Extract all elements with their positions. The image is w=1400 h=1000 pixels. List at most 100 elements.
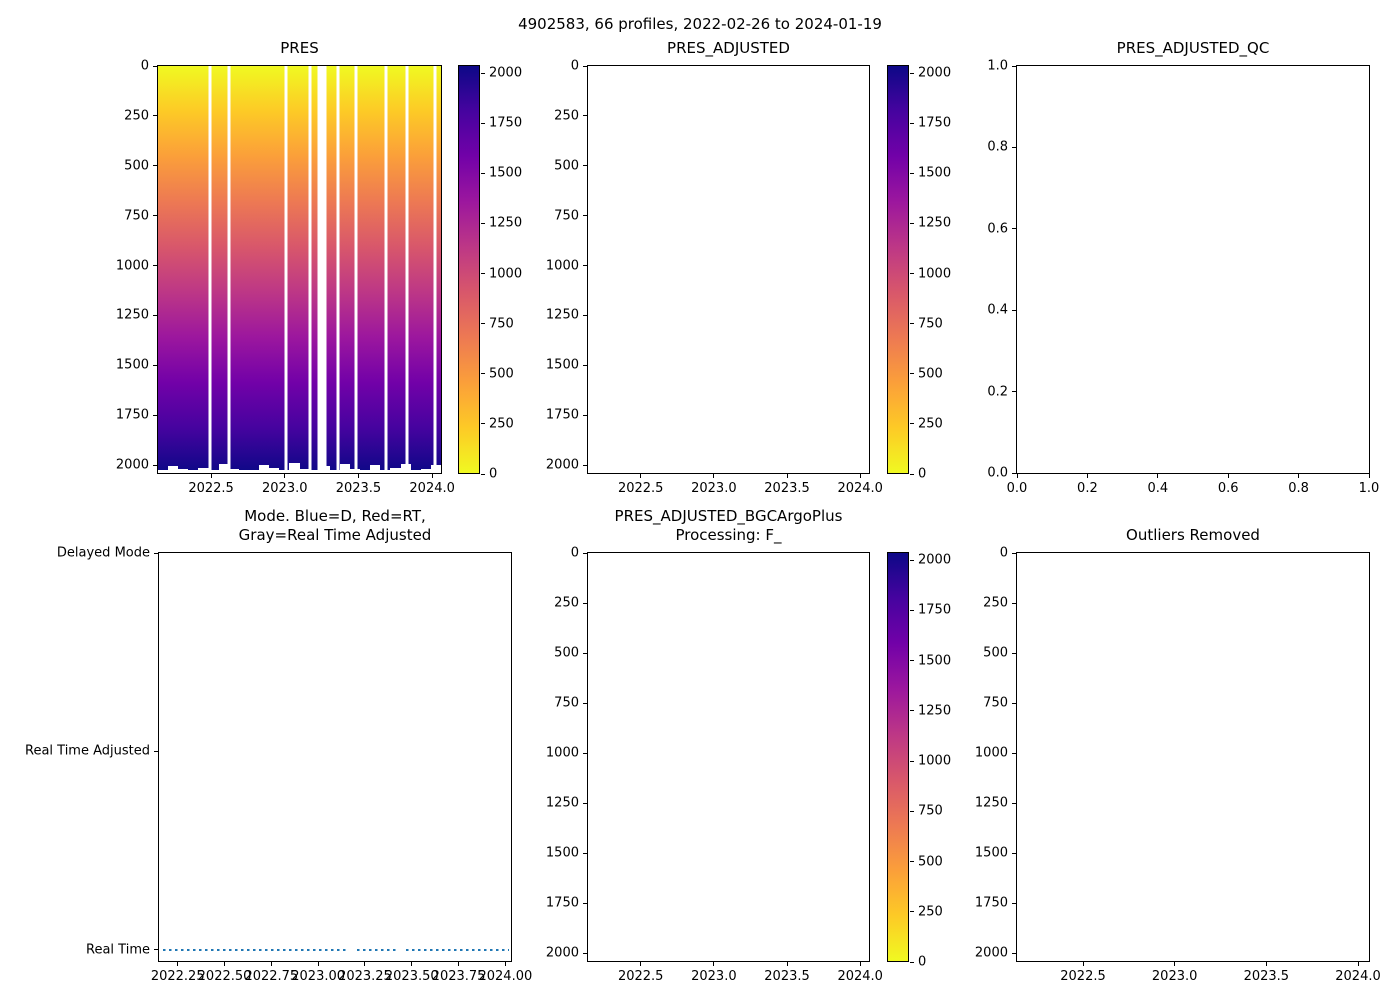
y-tick-mark bbox=[583, 314, 587, 316]
heatmap-gap bbox=[433, 66, 437, 473]
x-tick-label: 2024.00 bbox=[478, 969, 533, 984]
y-tick-mark bbox=[153, 115, 157, 117]
heatmap-gap bbox=[336, 66, 340, 473]
colorbar-tick-mark bbox=[910, 222, 914, 224]
colorbar-tick-label: 750 bbox=[918, 803, 943, 819]
x-tick-mark bbox=[1174, 962, 1176, 966]
y-tick-mark bbox=[1012, 602, 1016, 604]
mode-line-segment bbox=[406, 948, 510, 952]
y-tick-label: 1500 bbox=[545, 357, 579, 373]
colorbar-pres-gradient bbox=[458, 65, 480, 474]
y-tick-mark bbox=[1012, 146, 1016, 148]
heatmap-gap bbox=[317, 66, 327, 473]
colorbar-tick-label: 1750 bbox=[918, 602, 952, 618]
colorbar-tick-mark bbox=[481, 323, 485, 325]
y-tick-mark bbox=[583, 552, 587, 554]
y-tick-mark bbox=[583, 215, 587, 217]
y-tick-label: 1750 bbox=[974, 895, 1008, 911]
y-tick-label: 1500 bbox=[115, 357, 149, 373]
colorbar-pres-adjusted: 2000 1750 1500 1250 1000 750 500 250 0 bbox=[887, 65, 951, 482]
y-tick-mark bbox=[583, 65, 587, 67]
y-tick-mark bbox=[154, 949, 158, 951]
y-tick-label: 750 bbox=[554, 695, 579, 711]
x-tick-label: 2023.0 bbox=[1151, 969, 1198, 984]
x-tick-mark bbox=[284, 474, 286, 478]
heatmap-gap bbox=[227, 66, 231, 473]
y-tick-label: 0 bbox=[570, 545, 579, 561]
colorbar-tick-label: 500 bbox=[918, 366, 943, 382]
colorbar-tick-label: 2000 bbox=[489, 65, 523, 81]
y-tick-mark bbox=[583, 414, 587, 416]
x-tick-mark bbox=[786, 962, 788, 966]
x-tick-mark bbox=[504, 962, 506, 966]
heatmap-gap bbox=[354, 66, 357, 473]
colorbar-pres: 2000 1750 1500 1250 1000 750 500 250 0 bbox=[458, 65, 522, 482]
colorbar-tick-label: 0 bbox=[918, 954, 927, 970]
heatmap-bottom-gap bbox=[188, 470, 199, 473]
x-tick-label: 2023.50 bbox=[384, 969, 439, 984]
heatmap-bottom-gap bbox=[259, 465, 270, 473]
figure-title: 4902583, 66 profiles, 2022-02-26 to 2024… bbox=[518, 15, 882, 33]
x-tick-mark bbox=[210, 474, 212, 478]
colorbar-tick-mark bbox=[910, 810, 914, 812]
y-tick-label: 0.8 bbox=[987, 139, 1008, 155]
heatmap-gap bbox=[384, 66, 388, 473]
axes-pres-adjusted: PRES_ADJUSTED 2022.5 2023.0 2023.5 2024.0 0 2… bbox=[546, 39, 883, 496]
colorbar-tick-mark bbox=[910, 122, 914, 124]
mode-line-segment bbox=[162, 948, 347, 952]
x-tick-mark bbox=[859, 962, 861, 966]
heatmap-bottom-gap bbox=[360, 470, 371, 473]
colorbar-tick-mark bbox=[910, 273, 914, 274]
y-tick-label: 250 bbox=[124, 108, 149, 124]
x-tick-label: 2022.75 bbox=[244, 969, 299, 984]
colorbar-tick-label: 250 bbox=[918, 416, 943, 432]
axes-pres-title: PRES bbox=[280, 39, 319, 57]
colorbar-tick-label: 750 bbox=[918, 316, 943, 332]
colorbar-tick-mark bbox=[910, 323, 914, 325]
y-tick-mark bbox=[583, 265, 587, 266]
colorbar-tick-mark bbox=[910, 423, 914, 425]
y-tick-mark bbox=[1012, 852, 1016, 854]
y-tick-label: 1250 bbox=[115, 307, 149, 323]
x-tick-mark bbox=[1016, 474, 1018, 478]
colorbar-bgc: 2000 1750 1500 1250 1000 750 500 250 0 bbox=[887, 552, 951, 970]
y-tick-mark bbox=[583, 902, 587, 904]
heatmap-bottom-gap bbox=[208, 470, 219, 473]
colorbar-tick-label: 1000 bbox=[918, 753, 952, 769]
mode-line-segment bbox=[357, 948, 397, 952]
y-tick-mark bbox=[153, 414, 157, 416]
y-tick-label: 1750 bbox=[545, 407, 579, 423]
y-tick-mark bbox=[583, 952, 587, 954]
x-tick-mark bbox=[859, 474, 861, 478]
colorbar-tick-mark bbox=[910, 373, 914, 375]
y-tick-mark bbox=[1012, 472, 1016, 474]
heatmap-bottom-gap bbox=[238, 470, 250, 473]
x-tick-mark bbox=[1227, 474, 1229, 478]
y-tick-label: 1000 bbox=[115, 258, 149, 273]
x-tick-label: 2022.5 bbox=[617, 481, 664, 496]
x-tick-mark bbox=[224, 962, 226, 966]
heatmap-bottom-gap bbox=[319, 466, 330, 473]
axes-pres: PRES 2022.5 2023.0 2023.5 2024.0 0 250 500 750 1… bbox=[116, 39, 455, 496]
y-tick-label: 2000 bbox=[115, 457, 149, 473]
axes-bgc-title: PRES_ADJUSTED_BGCArgoPlus Processing: F_ bbox=[615, 507, 843, 545]
x-tick-label: 2023.25 bbox=[338, 969, 392, 984]
y-tick-mark bbox=[1012, 702, 1016, 704]
colorbar-tick-label: 2000 bbox=[918, 552, 952, 568]
heatmap-bottom-gap bbox=[248, 470, 260, 473]
x-tick-label: 1.0 bbox=[1358, 481, 1380, 496]
x-tick-label: 0.2 bbox=[1077, 481, 1098, 496]
y-tick-mark bbox=[583, 652, 587, 654]
y-tick-mark bbox=[1012, 952, 1016, 954]
x-tick-mark bbox=[317, 962, 319, 966]
axes-pres-adjusted-title: PRES_ADJUSTED bbox=[667, 39, 790, 57]
y-tick-mark bbox=[583, 115, 587, 117]
x-tick-mark bbox=[1086, 474, 1088, 478]
heatmap-bottom-gap bbox=[269, 468, 280, 473]
y-tick-label: 1250 bbox=[545, 795, 579, 811]
colorbar-tick-mark bbox=[910, 559, 914, 561]
heatmap-bottom-gap bbox=[168, 466, 179, 473]
heatmap-gap bbox=[284, 66, 288, 473]
colorbar-tick-mark bbox=[910, 861, 914, 862]
colorbar-tick-mark bbox=[481, 423, 485, 425]
